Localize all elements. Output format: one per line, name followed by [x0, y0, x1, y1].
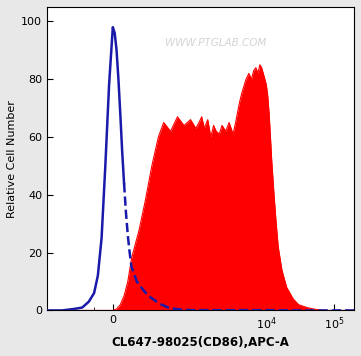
- Y-axis label: Relative Cell Number: Relative Cell Number: [7, 100, 17, 218]
- Text: WWW.PTGLAB.COM: WWW.PTGLAB.COM: [165, 38, 266, 48]
- X-axis label: CL647-98025(CD86),APC-A: CL647-98025(CD86),APC-A: [112, 336, 290, 349]
